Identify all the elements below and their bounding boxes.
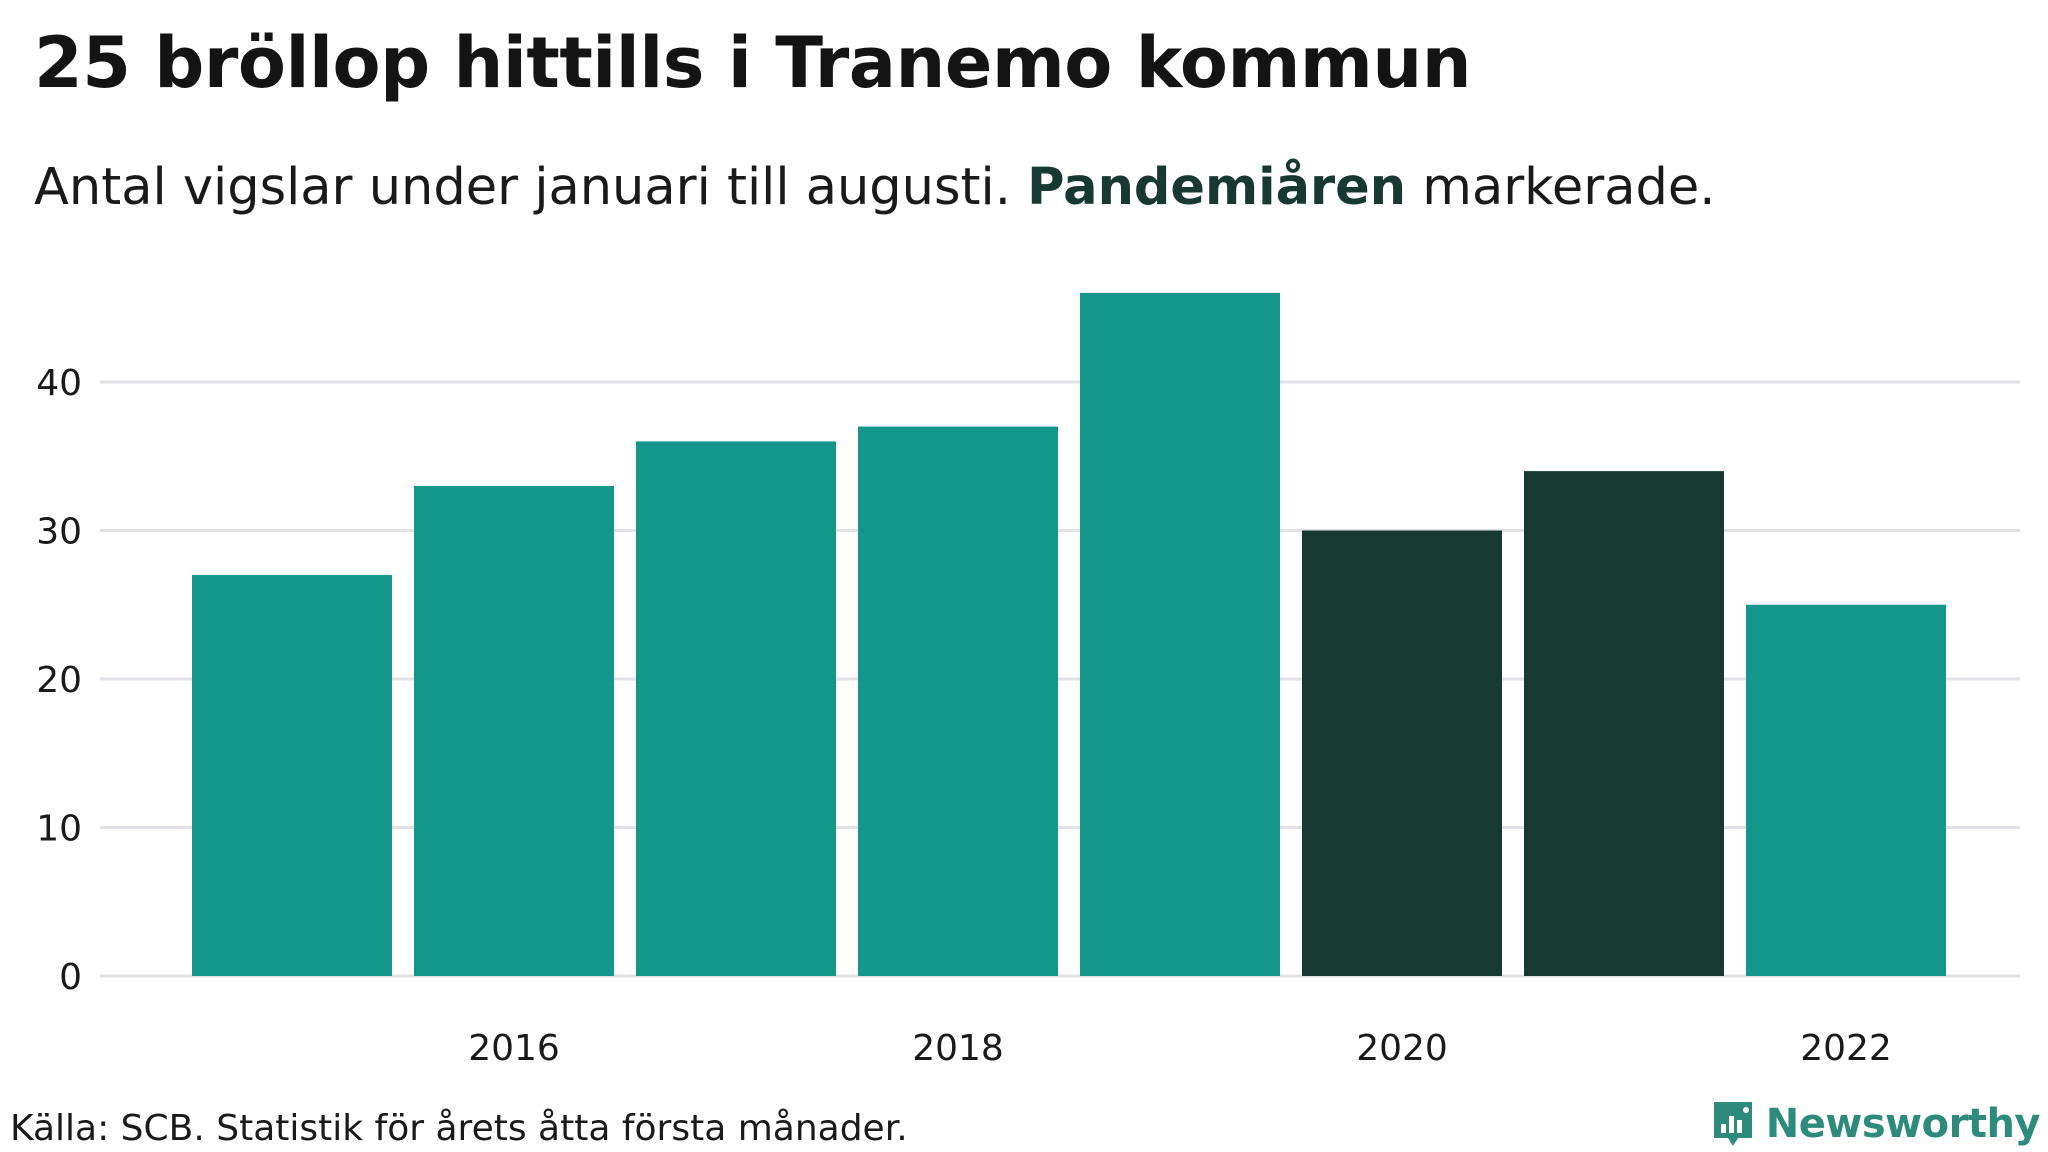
- chart-subtitle: Antal vigslar under januari till augusti…: [34, 158, 1715, 217]
- x-tick-label: 2016: [468, 1028, 560, 1069]
- chart-title: 25 bröllop hittills i Tranemo kommun: [34, 22, 1472, 104]
- y-tick-label: 0: [59, 957, 82, 998]
- brand-name: Newsworthy: [1765, 1101, 2041, 1147]
- y-tick-label: 20: [36, 660, 82, 701]
- y-tick-label: 30: [36, 512, 82, 553]
- bar: [1524, 471, 1724, 976]
- bar: [1080, 292, 1280, 976]
- x-tick-label: 2020: [1356, 1028, 1448, 1069]
- y-tick-label: 10: [36, 809, 82, 850]
- bar: [636, 441, 836, 976]
- brand-logo: Newsworthy: [1710, 1098, 2041, 1150]
- subtitle-text-end: markerade.: [1422, 158, 1716, 217]
- newsworthy-logo-icon: [1713, 1102, 1752, 1146]
- bar: [1302, 530, 1502, 976]
- subtitle-highlight: Pandemiåren: [1027, 158, 1407, 217]
- bar: [1746, 604, 1946, 976]
- bar: [192, 575, 392, 976]
- y-tick-label: 40: [36, 363, 82, 404]
- bar: [414, 485, 614, 976]
- bar: [858, 426, 1058, 976]
- x-tick-label: 2018: [912, 1028, 1004, 1069]
- source-note: Källa: SCB. Statistik för årets åtta för…: [10, 1108, 908, 1149]
- x-tick-label: 2022: [1800, 1028, 1892, 1069]
- subtitle-text: Antal vigslar under januari till augusti…: [34, 158, 1011, 217]
